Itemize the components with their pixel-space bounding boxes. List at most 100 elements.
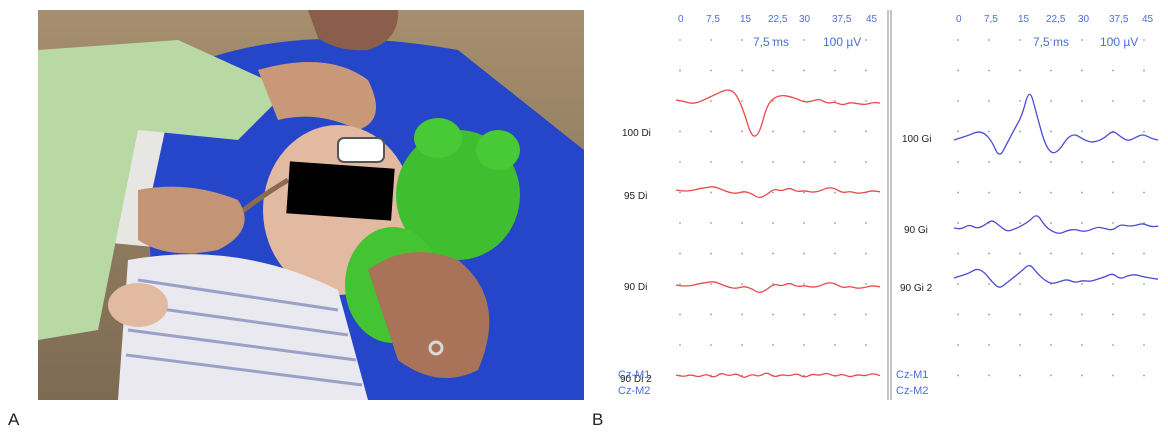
grid-dot — [1019, 191, 1021, 194]
grid-dot — [772, 130, 774, 133]
right-montage-label: Cz-M1 — [896, 369, 928, 381]
left-montage-label: Cz-M1 — [618, 369, 650, 381]
left-scale-amplitude: 100 µV — [823, 35, 861, 49]
shirt-stripes — [125, 278, 363, 387]
left-time-tick: 7,5 — [706, 14, 720, 25]
grid-dot — [1143, 191, 1145, 194]
grid-dot — [1050, 313, 1052, 316]
grid-dot — [1050, 344, 1052, 346]
grid-dot — [1112, 283, 1114, 285]
left-waveform-trace — [675, 372, 881, 378]
right-time-tick: 22,5 — [1046, 14, 1066, 25]
grid-dot — [772, 313, 774, 316]
grid-dot — [1143, 39, 1145, 41]
grid-dot — [988, 69, 990, 72]
photo-illustration — [38, 10, 584, 400]
grid-right — [957, 39, 1145, 377]
right-time-tick: 15 — [1018, 14, 1030, 25]
panel-a-letter: A — [8, 410, 20, 429]
grid-dot — [1112, 374, 1114, 377]
grid-dot — [710, 252, 712, 255]
left-waveform-trace — [675, 89, 881, 137]
grid-dot — [1143, 374, 1145, 377]
grid-dot — [1143, 130, 1145, 133]
grid-dot — [1050, 374, 1052, 377]
grid-dot — [710, 313, 712, 316]
grid-dot — [988, 161, 990, 163]
grid-dot — [741, 222, 743, 224]
grid-dot — [1112, 222, 1114, 224]
grid-dot — [957, 161, 959, 163]
right-time-tick: 30 — [1078, 14, 1090, 25]
grid-dot — [834, 313, 836, 316]
grid-dot — [865, 69, 867, 72]
right-time-tick: 37,5 — [1109, 14, 1129, 25]
grid-dot — [834, 100, 836, 102]
grid-dot — [710, 191, 712, 194]
right-trace-label: 90 Gi — [904, 225, 928, 236]
grid-dot — [1050, 100, 1052, 102]
grid-dot — [865, 313, 867, 316]
left-trace-label: 100 Di — [622, 128, 651, 139]
grid-dot — [1081, 344, 1083, 346]
grid-dot — [679, 313, 681, 316]
grid-dot — [1019, 344, 1021, 346]
grid-dot — [988, 344, 990, 346]
grid-dot — [1019, 252, 1021, 255]
right-trace-label: 100 Gi — [902, 134, 931, 145]
grid-dot — [988, 130, 990, 133]
grid-dot — [741, 39, 743, 41]
grid-dot — [1112, 161, 1114, 163]
grid-dot — [834, 252, 836, 255]
grid-dot — [710, 222, 712, 224]
grid-dot — [1143, 283, 1145, 285]
grid-dot — [1112, 100, 1114, 102]
grid-dot — [772, 191, 774, 194]
left-time-tick: 0 — [678, 14, 684, 25]
grid-dot — [772, 161, 774, 163]
grid-dot — [772, 252, 774, 255]
grid-dot — [1019, 161, 1021, 163]
grid-dot — [1143, 313, 1145, 316]
grid-dot — [1143, 344, 1145, 346]
grid-dot — [988, 191, 990, 194]
grid-dot — [710, 283, 712, 285]
grid-dot — [834, 39, 836, 41]
grid-dot — [865, 222, 867, 224]
right-time-tick: 7,5 — [984, 14, 998, 25]
grid-dot — [803, 161, 805, 163]
right-waveform-trace — [953, 265, 1159, 288]
grid-dot — [1112, 191, 1114, 194]
grid-dot — [1081, 69, 1083, 72]
grid-dot — [1143, 100, 1145, 102]
grid-dot — [710, 69, 712, 72]
panel-b-letter: B — [592, 410, 604, 429]
left-trace-label: 90 Di — [624, 282, 647, 293]
right-time-axis: 0 7,5 15 22,5 30 37,5 45 7,5 ms 100 µV — [956, 14, 1154, 49]
grid-dot — [710, 100, 712, 102]
grid-dot — [865, 252, 867, 255]
grid-dot — [1050, 222, 1052, 224]
left-time-tick: 30 — [799, 14, 811, 25]
grid-dot — [710, 344, 712, 346]
right-montage-label: Cz-M2 — [896, 385, 928, 397]
left-time-tick: 45 — [866, 14, 878, 25]
grid-dot — [1081, 374, 1083, 377]
grid-dot — [1019, 313, 1021, 316]
grid-dot — [834, 222, 836, 224]
grid-dot — [803, 313, 805, 316]
grid-dot — [1112, 252, 1114, 255]
grid-dot — [1081, 313, 1083, 316]
grid-dot — [772, 100, 774, 102]
infant-hand — [108, 283, 168, 327]
grid-dot — [679, 283, 681, 285]
grid-dot — [1019, 374, 1021, 377]
left-waveform-trace — [675, 186, 881, 199]
grid-dot — [803, 344, 805, 346]
grid-dot — [741, 69, 743, 72]
grid-dot — [741, 344, 743, 346]
grid-dot — [834, 161, 836, 163]
grid-dot — [834, 69, 836, 72]
grid-dot — [1081, 39, 1083, 41]
grid-dot — [772, 344, 774, 346]
